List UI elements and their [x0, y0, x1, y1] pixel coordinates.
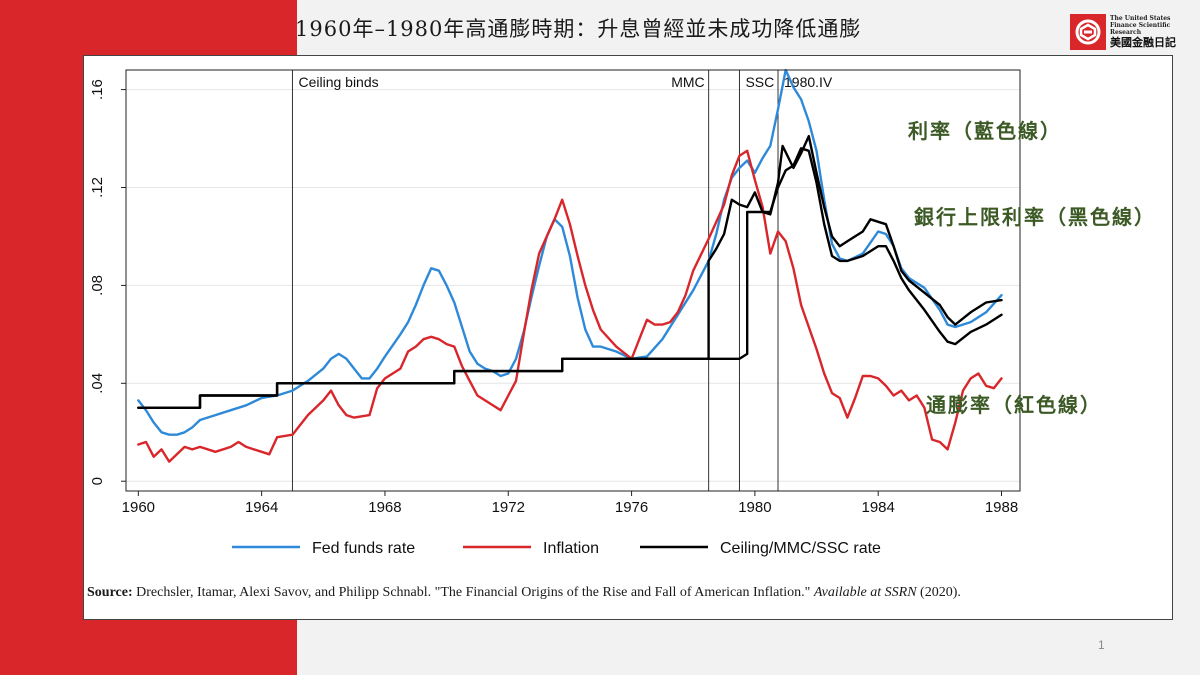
x-tick-label: 1988 — [985, 499, 1018, 516]
x-tick-label: 1968 — [368, 499, 401, 516]
y-tick-label: .16 — [89, 79, 106, 100]
y-tick-label: .08 — [89, 275, 106, 296]
x-tick-label: 1972 — [492, 499, 525, 516]
vline-label: MMC — [671, 74, 704, 90]
plot-frame — [125, 69, 1021, 492]
logo-mark-icon — [1070, 14, 1106, 50]
page-number: 1 — [1098, 638, 1105, 652]
series-line — [137, 147, 1003, 409]
y-tick-label: .04 — [89, 373, 106, 394]
vline-label: Ceiling binds — [298, 74, 378, 90]
logo-en-line1: The United States — [1110, 15, 1171, 22]
vline-label: SSC — [745, 74, 774, 90]
x-tick-label: 1960 — [122, 499, 155, 516]
y-tick-label: 0 — [89, 477, 106, 485]
logo-english-text: The United States Finance Scientific Res… — [1110, 15, 1195, 36]
legend-label: Ceiling/MMC/SSC rate — [720, 540, 881, 557]
logo-en-line2: Finance Scientific Research — [1110, 22, 1171, 36]
vline-label: 1980.IV — [784, 74, 833, 90]
source-label: Source: — [87, 585, 133, 600]
logo-chinese-text: 美國金融日記 — [1110, 36, 1176, 49]
series-line — [137, 149, 1003, 463]
source-italic: Available at SSRN — [813, 585, 917, 600]
annotation-black-line: 銀行上限利率（黑色線） — [914, 205, 1156, 229]
source-text: Drechsler, Itamar, Alexi Savov, and Phil… — [136, 585, 811, 600]
x-tick-label: 1964 — [245, 499, 278, 516]
chart-plot-background — [86, 67, 1048, 568]
source-year: (2020). — [920, 585, 961, 600]
x-tick-label: 1980 — [738, 499, 771, 516]
legend-label: Fed funds rate — [312, 540, 415, 557]
source-citation: Source: Drechsler, Itamar, Alexi Savov, … — [87, 583, 1047, 602]
legend-label: Inflation — [543, 540, 599, 557]
brand-logo: The United States Finance Scientific Res… — [1070, 14, 1195, 50]
annotation-red-line: 通膨率（紅色線） — [926, 393, 1102, 417]
slide-title: 1960年–1980年高通膨時期：升息曾經並未成功降低通膨 — [295, 17, 862, 41]
x-tick-label: 1984 — [862, 499, 895, 516]
x-tick-label: 1976 — [615, 499, 648, 516]
y-tick-label: .12 — [89, 177, 106, 198]
annotation-blue-line: 利率（藍色線） — [908, 119, 1062, 143]
